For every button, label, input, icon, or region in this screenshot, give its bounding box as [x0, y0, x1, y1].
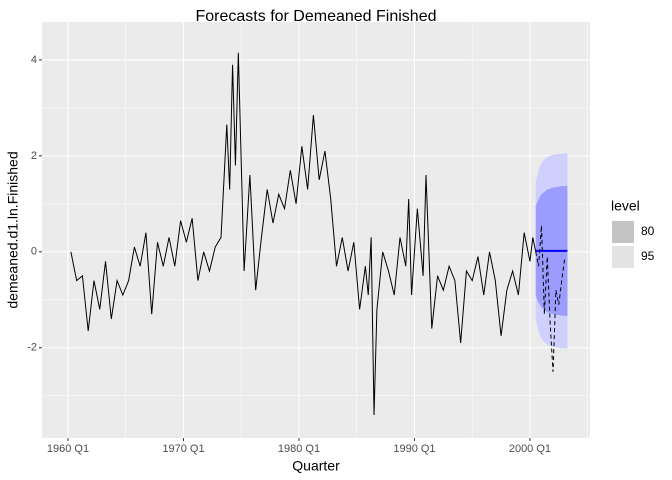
x-axis-label: Quarter	[292, 458, 340, 474]
plot-panel	[42, 22, 590, 438]
legend-label: 95	[641, 249, 655, 263]
legend-title: level	[611, 198, 640, 214]
x-tick-label: 1990 Q1	[393, 443, 435, 455]
test-line	[535, 225, 566, 372]
y-tick-label: -2	[27, 342, 37, 354]
chart-title: Forecasts for Demeaned Finished	[196, 8, 437, 25]
x-tick-label: 1970 Q1	[162, 443, 204, 455]
legend-label: 80	[641, 224, 655, 238]
history-line	[70, 52, 537, 415]
legend-key	[612, 221, 634, 243]
y-tick-label: 2	[31, 150, 37, 162]
x-tick-label: 1980 Q1	[278, 443, 320, 455]
y-tick-label: 0	[31, 246, 37, 258]
x-tick-label: 1960 Q1	[47, 443, 89, 455]
y-axis-label: demeaned.d1.ln.Finished	[5, 151, 21, 308]
legend-key	[612, 246, 634, 268]
y-tick-label: 4	[31, 54, 37, 66]
x-tick-label: 2000 Q1	[509, 443, 551, 455]
